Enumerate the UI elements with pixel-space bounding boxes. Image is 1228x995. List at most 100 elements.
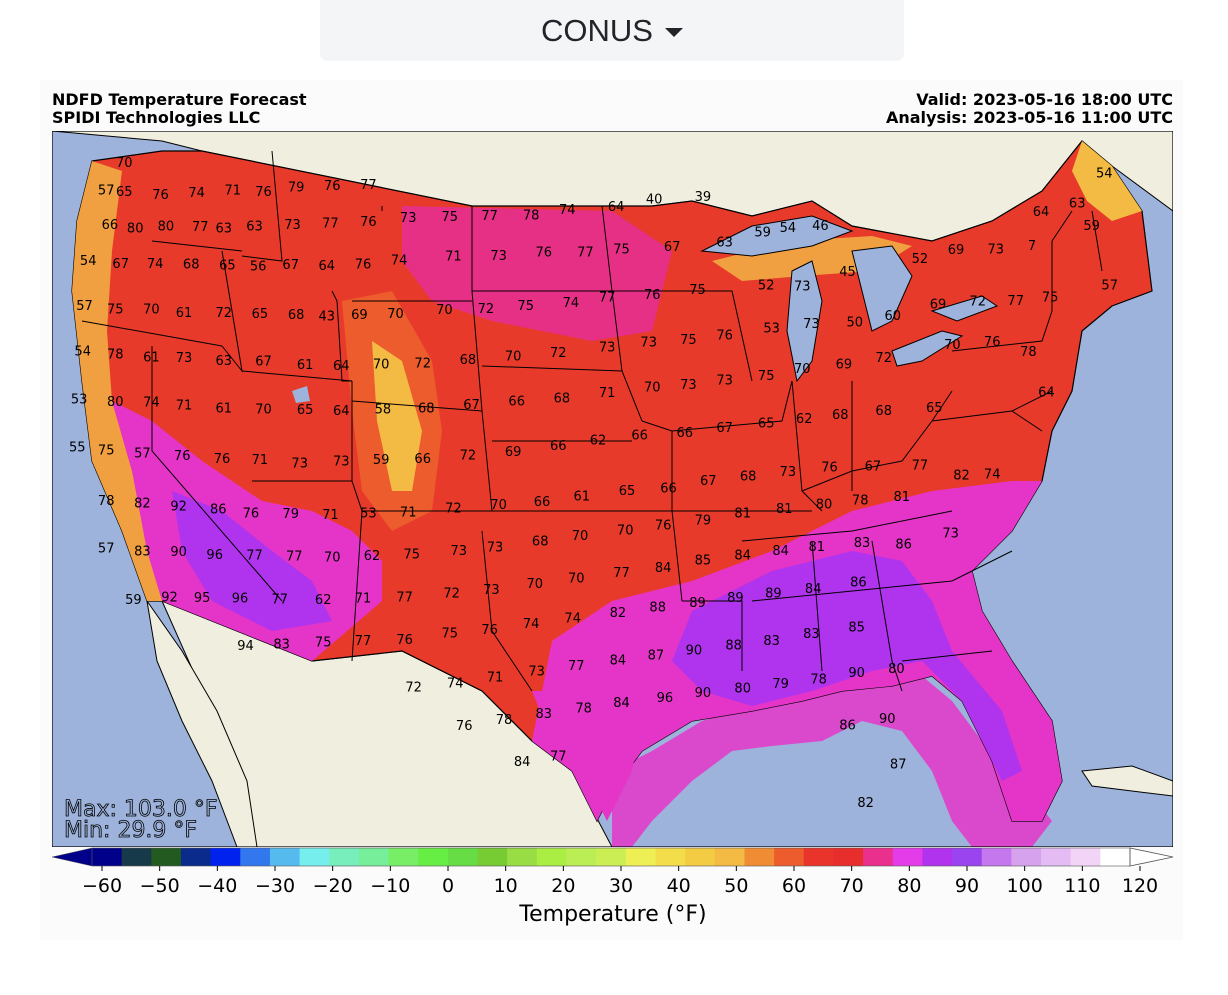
station-value: 73 <box>599 341 616 356</box>
station-value: 73 <box>483 583 500 598</box>
caret-down-icon <box>664 28 683 37</box>
colorbar-segment <box>151 848 182 866</box>
station-value: 96 <box>232 592 249 607</box>
station-value: 74 <box>391 254 408 269</box>
station-value: 62 <box>364 549 381 564</box>
station-value: 80 <box>734 681 751 696</box>
colorbar-segment <box>329 848 360 866</box>
station-value: 67 <box>700 474 717 489</box>
station-value: 72 <box>478 302 495 317</box>
station-value: 67 <box>282 258 299 273</box>
station-value: 64 <box>333 359 350 374</box>
station-value: 84 <box>655 561 672 576</box>
station-value: 57 <box>98 542 115 557</box>
station-value: 50 <box>847 316 864 331</box>
baja-land <box>146 600 258 847</box>
station-value: 75 <box>1042 291 1059 306</box>
station-value: 70 <box>944 338 961 353</box>
station-value: 90 <box>695 686 712 701</box>
station-value: 67 <box>664 240 681 255</box>
station-value: 73 <box>291 456 308 471</box>
station-value: 76 <box>716 328 733 343</box>
station-value: 40 <box>646 192 663 207</box>
station-value: 75 <box>98 444 115 459</box>
station-value: 65 <box>758 417 775 432</box>
station-value: 77 <box>568 659 585 674</box>
station-value: 72 <box>405 680 422 695</box>
station-value: 46 <box>812 219 829 234</box>
colorbar-tick-label: 70 <box>840 875 864 897</box>
figure-title-block: NDFD Temperature Forecast SPIDI Technolo… <box>52 91 307 127</box>
station-value: 81 <box>894 490 911 505</box>
colorbar-tick-label: 60 <box>782 875 806 897</box>
station-value: 74 <box>447 677 464 692</box>
colorbar-segment <box>299 848 330 866</box>
station-value: 61 <box>176 306 193 321</box>
station-value: 54 <box>1096 167 1113 182</box>
station-value: 77 <box>360 178 377 193</box>
station-value: 81 <box>734 506 751 521</box>
colorbar-tick-label: 80 <box>897 875 921 897</box>
station-value: 67 <box>255 355 272 370</box>
station-value: 77 <box>599 290 616 305</box>
colorbar-segment <box>625 848 656 866</box>
station-value: 84 <box>772 544 789 559</box>
colorbar-tick-label: 0 <box>442 875 454 897</box>
station-value: 79 <box>282 507 299 522</box>
min-label: Min: 29.9 °F <box>64 818 197 843</box>
station-value: 53 <box>763 321 780 336</box>
colorbar-tick-label: 40 <box>667 875 691 897</box>
new-england-cool <box>1072 141 1142 221</box>
station-value: 85 <box>695 553 712 568</box>
colorbar-segment <box>1070 848 1101 866</box>
station-value: 75 <box>517 299 534 314</box>
station-value: 70 <box>572 529 589 544</box>
station-value: 61 <box>143 350 160 365</box>
station-value: 65 <box>116 185 133 200</box>
station-value: 74 <box>143 395 160 410</box>
station-value: 77 <box>355 634 372 649</box>
colorbar-segment <box>655 848 686 866</box>
colorbar-segment <box>507 848 538 866</box>
station-value: 84 <box>514 755 531 770</box>
figure-company: SPIDI Technologies LLC <box>52 108 261 127</box>
colorbar-segment <box>892 848 923 866</box>
station-value: 54 <box>74 345 91 360</box>
station-value: 68 <box>183 258 200 273</box>
station-value: 78 <box>98 494 115 509</box>
colorbar-segment <box>596 848 627 866</box>
colorbar-tick-label: 50 <box>724 875 748 897</box>
station-value: 76 <box>396 633 413 648</box>
station-value: 76 <box>214 452 231 467</box>
figure-time-block: Valid: 2023-05-16 18:00 UTC Analysis: 20… <box>886 91 1173 127</box>
station-value: 67 <box>112 257 129 272</box>
colorbar-tick-label: 100 <box>1007 875 1043 897</box>
station-value: 70 <box>387 307 404 322</box>
station-value: 61 <box>216 402 233 417</box>
station-value: 73 <box>640 336 657 351</box>
station-value: 75 <box>442 626 459 641</box>
station-value: 79 <box>695 514 712 529</box>
station-value: 69 <box>836 358 853 373</box>
station-value: 73 <box>803 317 820 332</box>
station-value: 64 <box>608 200 625 215</box>
station-value: 83 <box>536 707 553 722</box>
colorbar-segment <box>981 848 1012 866</box>
station-value: 63 <box>216 221 233 236</box>
station-value: 45 <box>839 265 856 280</box>
station-value: 74 <box>559 203 576 218</box>
station-value: 57 <box>76 299 93 314</box>
station-value: 63 <box>216 354 233 369</box>
colorbar-segment <box>922 848 953 866</box>
region-dropdown-value: CONUS <box>541 12 653 48</box>
region-dropdown[interactable]: CONUS <box>320 0 904 61</box>
station-value: 73 <box>400 211 417 226</box>
station-value: 76 <box>481 623 498 638</box>
station-value: 72 <box>445 502 462 517</box>
station-value: 89 <box>765 587 782 602</box>
station-value: 73 <box>680 378 697 393</box>
station-value: 75 <box>442 210 459 225</box>
station-value: 84 <box>613 696 630 711</box>
station-value: 77 <box>322 216 339 231</box>
station-value: 73 <box>333 455 350 470</box>
